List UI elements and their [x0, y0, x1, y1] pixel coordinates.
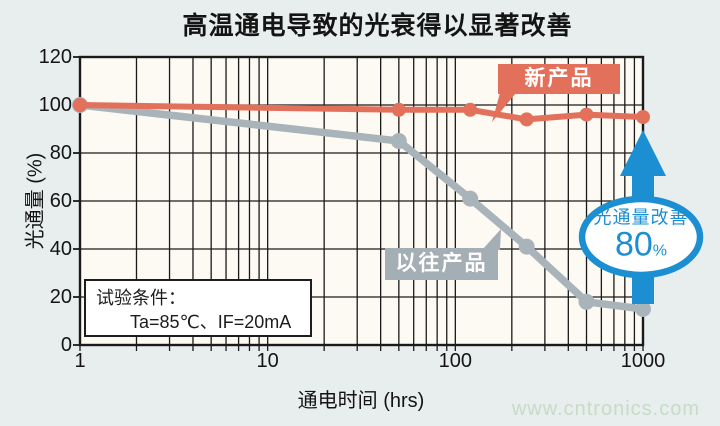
- improvement-text: 光通量改善: [593, 207, 689, 228]
- y-tick-label: 120: [38, 46, 72, 68]
- watermark-text: www.cntronics.com: [511, 398, 700, 420]
- x-tick-label: 1000: [620, 350, 666, 372]
- y-tick-label: 100: [38, 94, 72, 116]
- improvement-value: 80%: [614, 225, 668, 264]
- y-tick-label: 40: [49, 238, 72, 260]
- test-conditions-line2: Ta=85℃、IF=20mA: [130, 312, 292, 332]
- test-conditions-line1: 试验条件：: [96, 288, 186, 308]
- x-tick-label: 100: [438, 350, 473, 372]
- test-conditions-box: 试验条件： Ta=85℃、IF=20mA: [84, 279, 312, 337]
- x-axis-label: 通电时间 (hrs): [297, 390, 425, 412]
- y-tick-label: 20: [49, 286, 72, 308]
- chart-title: 高温通电导致的光衰得以显著改善: [182, 12, 573, 40]
- y-tick-label: 60: [49, 190, 72, 212]
- y-tick-label: 0: [60, 334, 72, 356]
- y-tick-label: 80: [49, 142, 72, 164]
- series-label-new-product: 新产品: [498, 64, 620, 94]
- series-label-old-product: 以往产品: [385, 248, 498, 280]
- x-tick-label: 1: [74, 350, 86, 372]
- improvement-callout-label: 光通量改善 80%: [594, 208, 689, 269]
- x-tick-label: 10: [256, 350, 279, 372]
- improvement-unit: %: [652, 242, 668, 260]
